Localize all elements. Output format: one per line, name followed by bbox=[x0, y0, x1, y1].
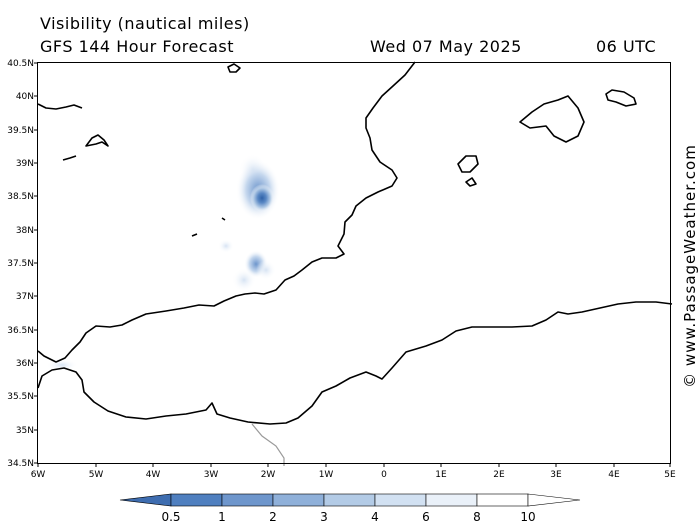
lon-label: 3E bbox=[550, 470, 562, 480]
lat-label: 37N bbox=[16, 292, 34, 302]
lat-label: 34.5N bbox=[7, 459, 34, 469]
colorbar-segment bbox=[374, 493, 427, 507]
colorbar-segment bbox=[221, 493, 274, 507]
lat-label: 36N bbox=[16, 359, 34, 369]
visibility-shading bbox=[46, 154, 280, 371]
lon-label: 4E bbox=[608, 470, 620, 480]
coastlines bbox=[37, 61, 673, 425]
lon-label: 5W bbox=[89, 470, 104, 480]
coastline-small-2 bbox=[62, 155, 77, 161]
lat-label: 38.5N bbox=[7, 192, 34, 202]
lon-label: 2W bbox=[261, 470, 276, 480]
lat-label: 35N bbox=[16, 426, 34, 436]
colorbar-segment bbox=[170, 493, 223, 507]
colorbar-segment bbox=[119, 493, 172, 507]
lat-label: 38N bbox=[16, 226, 34, 236]
lat-label: 36.5N bbox=[7, 326, 34, 336]
coastline-small-1 bbox=[85, 134, 109, 147]
coastline-spain-east bbox=[37, 61, 416, 363]
coastline-formentera bbox=[465, 177, 477, 187]
colorbar-label: 0.5 bbox=[161, 510, 180, 524]
lon-axis: 6W 5W 4W 3W 2W 1W 0 1E 2E 3E 4E 5E bbox=[31, 463, 676, 480]
lon-label: 3W bbox=[204, 470, 219, 480]
site-credit: © www.PassageWeather.com bbox=[681, 144, 699, 388]
coastline-ibiza bbox=[457, 155, 479, 173]
colorbar-label: 1 bbox=[218, 510, 226, 524]
lat-label: 40N bbox=[16, 92, 34, 102]
lat-label: 35.5N bbox=[7, 392, 34, 402]
coastline-menorca bbox=[605, 89, 637, 107]
lat-label: 40.5N bbox=[7, 59, 34, 69]
colorbar-label: 8 bbox=[473, 510, 481, 524]
colorbar-label: 2 bbox=[269, 510, 277, 524]
lat-label: 39N bbox=[16, 159, 34, 169]
colorbar-segment bbox=[323, 493, 376, 507]
lon-label: 5E bbox=[664, 470, 676, 480]
coastline-mallorca bbox=[519, 95, 585, 143]
lat-label: 39.5N bbox=[7, 126, 34, 136]
colorbar-label: 3 bbox=[320, 510, 328, 524]
lon-label: 2E bbox=[493, 470, 505, 480]
lon-label: 4W bbox=[146, 470, 161, 480]
land-border bbox=[251, 423, 285, 466]
map-frame bbox=[37, 62, 671, 464]
lon-label: 0 bbox=[381, 470, 387, 480]
colorbar-segment bbox=[527, 493, 581, 507]
coastline-small-5 bbox=[221, 217, 226, 221]
colorbar-label: 4 bbox=[371, 510, 379, 524]
lat-axis: 40.5N 40N 39.5N 39N 38.5N 38N 37.5N 37N … bbox=[7, 59, 38, 469]
coastline-spain-north bbox=[37, 103, 83, 110]
colorbar: 0.5 1 2 3 4 6 8 10 bbox=[119, 493, 581, 524]
colorbar-label: 10 bbox=[520, 510, 535, 524]
colorbar-segment bbox=[272, 493, 325, 507]
lat-label: 37.5N bbox=[7, 259, 34, 269]
lon-label: 1W bbox=[319, 470, 334, 480]
chart-title: Visibility (nautical miles) bbox=[40, 14, 250, 33]
colorbar-label: 6 bbox=[422, 510, 430, 524]
colorbar-segment bbox=[425, 493, 478, 507]
coastline-africa bbox=[37, 301, 673, 425]
colorbar-segment bbox=[476, 493, 529, 507]
coastline-small-3 bbox=[227, 63, 241, 73]
coastline-small-4 bbox=[191, 233, 198, 237]
model-label: GFS 144 Hour Forecast bbox=[40, 37, 235, 56]
forecast-time: 06 UTC bbox=[596, 37, 657, 56]
lon-label: 6W bbox=[31, 470, 46, 480]
forecast-date: Wed 07 May 2025 bbox=[370, 37, 522, 56]
lon-label: 1E bbox=[435, 470, 447, 480]
